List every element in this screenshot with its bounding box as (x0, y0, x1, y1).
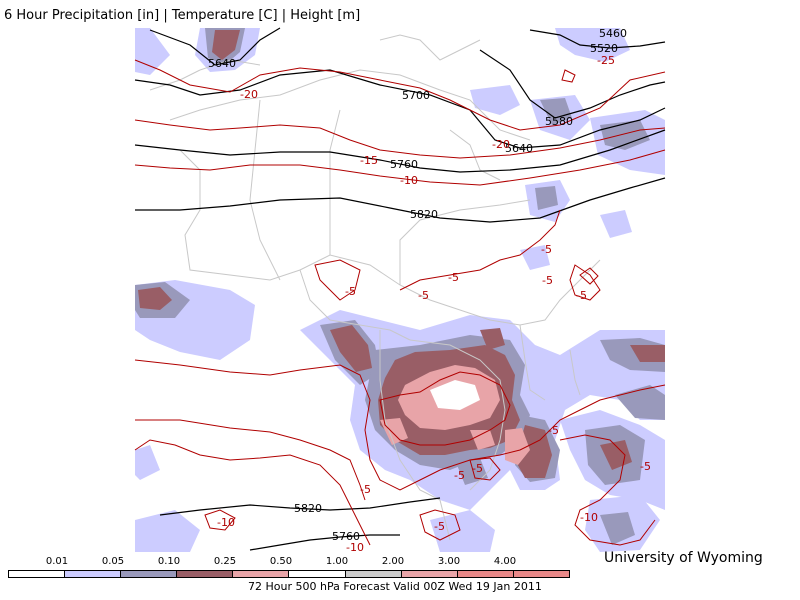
height-contours (134, 27, 666, 551)
legend-tick: 1.00 (325, 556, 349, 567)
chart-title: 6 Hour Precipitation [in] | Temperature … (4, 8, 361, 23)
colorbar-swatch (9, 571, 66, 577)
colorbar-swatch (121, 571, 178, 577)
temperature-label: -5 (434, 520, 445, 533)
country-borders (149, 34, 601, 541)
temperature-label: -15 (360, 154, 378, 167)
legend-tick: 0.50 (269, 556, 293, 567)
colorbar-swatch (65, 571, 122, 577)
forecast-caption: 72 Hour 500 hPa Forecast Valid 00Z Wed 1… (248, 580, 542, 593)
temperature-label: -10 (217, 516, 235, 529)
credit-text: University of Wyoming (604, 550, 763, 566)
height-label: 5760 (332, 530, 360, 543)
temperature-label: -20 (240, 88, 258, 101)
temperature-label: -5 (576, 289, 587, 302)
colorbar-swatch (289, 571, 346, 577)
colorbar-swatch (345, 571, 402, 577)
temperature-label: -25 (597, 54, 615, 67)
temperature-label: -20 (492, 138, 510, 151)
height-label: 5760 (390, 158, 418, 171)
colorbar-swatch (177, 571, 234, 577)
height-label: 5640 (208, 57, 236, 70)
colorbar-swatch (233, 571, 290, 577)
height-label: 5460 (599, 27, 627, 40)
height-label: 5640 (505, 142, 533, 155)
temperature-label: -5 (472, 462, 483, 475)
temperature-label: -5 (640, 460, 651, 473)
height-labels: 5460 5520 5640 5700 5580 5640 5760 5820 … (208, 27, 627, 543)
temperature-label: -5 (541, 243, 552, 256)
height-label: 5700 (402, 89, 430, 102)
temperature-label: -5 (454, 469, 465, 482)
height-label: 5820 (294, 502, 322, 515)
precip-white-core (430, 380, 480, 410)
temperature-label: -10 (580, 511, 598, 524)
temperature-label: -10 (400, 174, 418, 187)
temperature-label: -5 (448, 271, 459, 284)
height-label: 5580 (545, 115, 573, 128)
precip-colorbar (8, 570, 570, 578)
colorbar-swatch (513, 571, 569, 577)
legend-tick: 4.00 (493, 556, 517, 567)
temperature-labels: -25 -20 -20 -15 -10 -5 -5 -5 -5 -5 -5 -5… (217, 54, 651, 554)
temperature-label: -10 (346, 541, 364, 554)
temperature-label: -5 (548, 424, 559, 437)
colorbar-swatch (401, 571, 458, 577)
temperature-contours (134, 59, 666, 546)
height-label: 5820 (410, 208, 438, 221)
temperature-label: -5 (542, 274, 553, 287)
temperature-label: -5 (418, 289, 429, 302)
colorbar-swatch (457, 571, 514, 577)
legend-tick: 0.10 (157, 556, 181, 567)
height-label: 5520 (590, 42, 618, 55)
legend-tick: 0.01 (45, 556, 69, 567)
legend-tick: 0.05 (101, 556, 125, 567)
legend-tick: 2.00 (381, 556, 405, 567)
temperature-label: -5 (360, 483, 371, 496)
temperature-label: -5 (345, 285, 356, 298)
legend-tick: 3.00 (437, 556, 461, 567)
legend-tick: 0.25 (213, 556, 237, 567)
